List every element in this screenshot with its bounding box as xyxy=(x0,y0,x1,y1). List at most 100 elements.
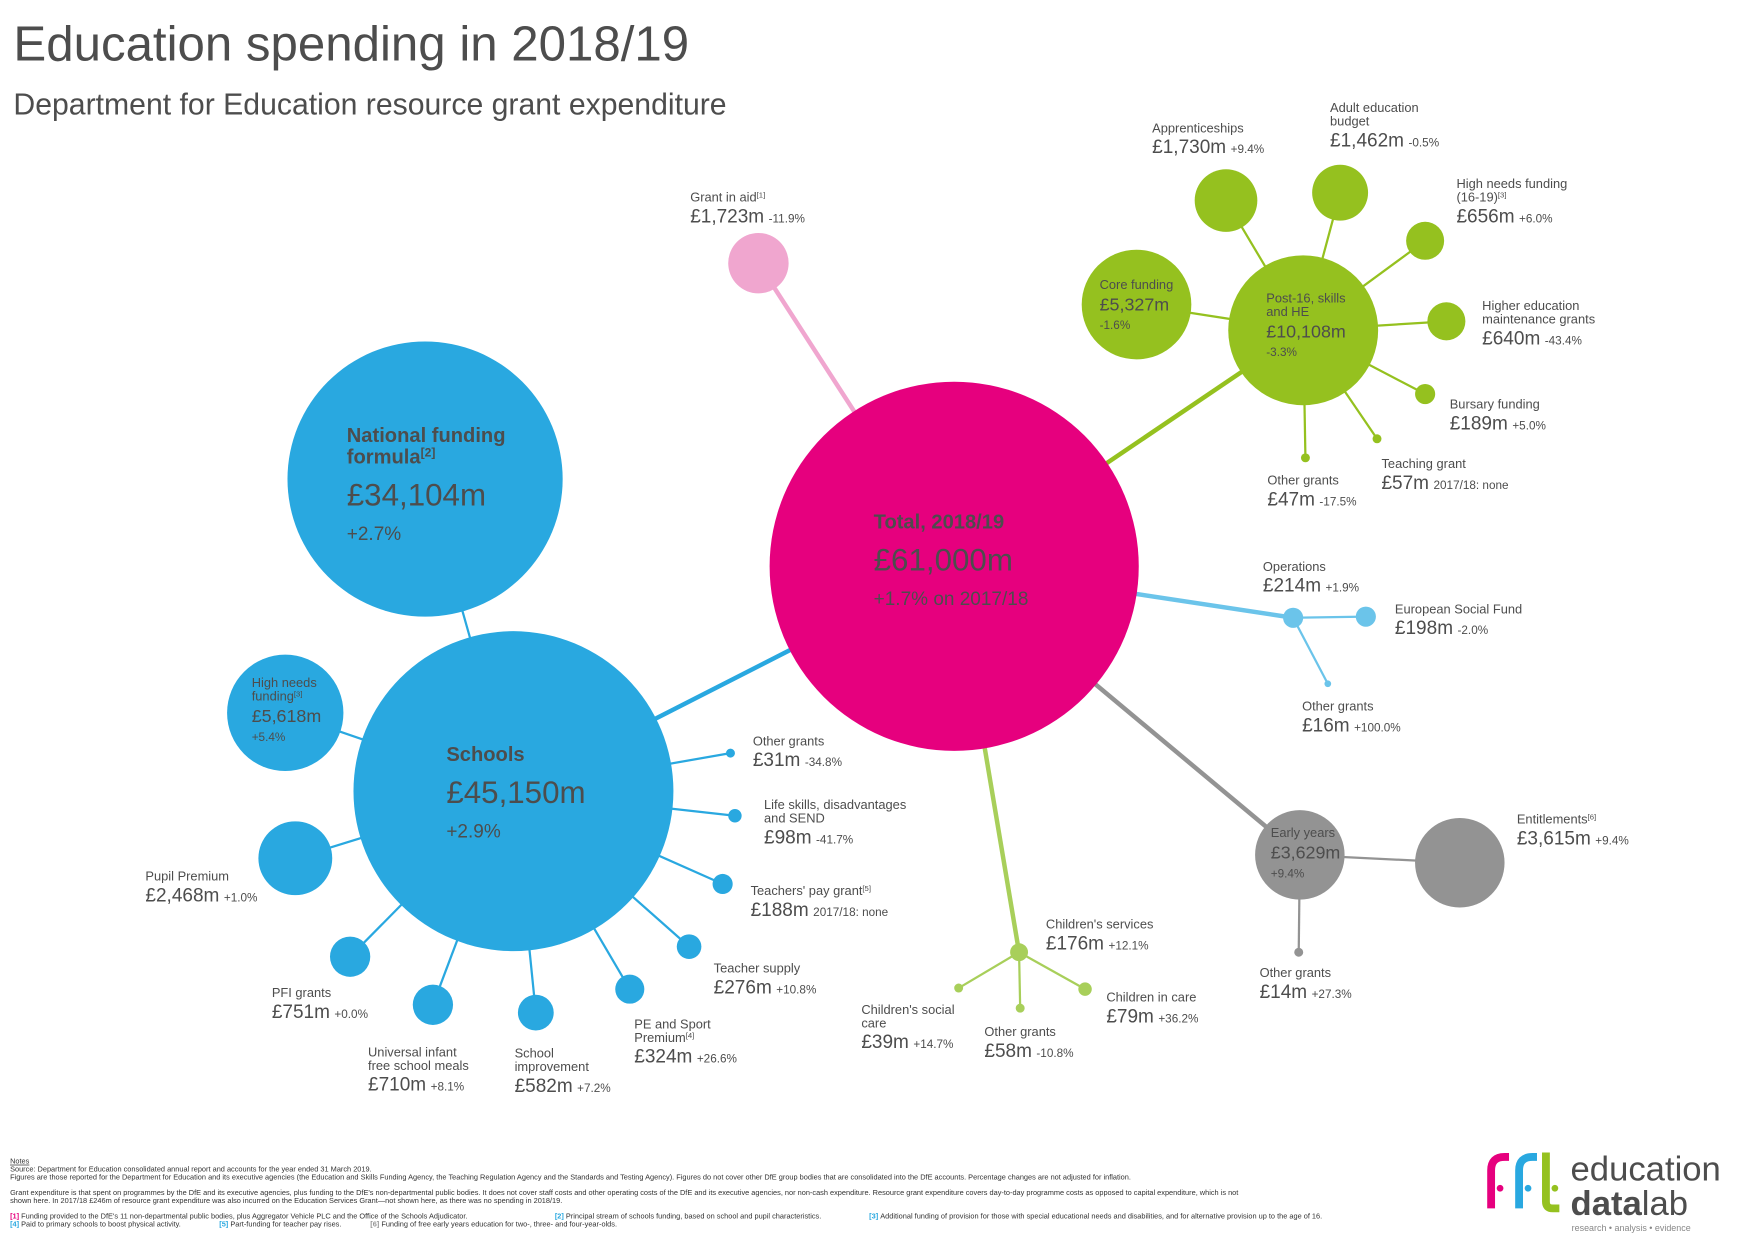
node-value: £176m +12.1% xyxy=(1046,934,1149,955)
node-value: £2,468m +1.0% xyxy=(145,886,258,907)
node-value: £276m +10.8% xyxy=(714,977,817,998)
node-name: Apprenticeships xyxy=(1152,120,1244,135)
early-years-bubble xyxy=(1255,810,1345,900)
notes-line2: Grant expenditure is that spent on progr… xyxy=(10,1188,1238,1197)
node-change: +5.0% xyxy=(1512,419,1546,432)
page-subtitle: Department for Education resource grant … xyxy=(13,88,726,121)
node-change: +9.4% xyxy=(1231,143,1265,156)
node-name: Early years xyxy=(1271,825,1335,840)
node-name: PE and Sport xyxy=(634,1016,711,1031)
node-value: £3,629m xyxy=(1271,842,1341,862)
node-value: £45,150m xyxy=(446,775,585,810)
life-skills-bubble xyxy=(728,809,742,823)
childrens-services-bubble xyxy=(1010,943,1029,962)
node-name: Bursary funding xyxy=(1450,397,1540,412)
node-change: +6.0% xyxy=(1519,213,1553,226)
footnote: [6] Funding of free early years educatio… xyxy=(370,1219,617,1228)
footnote: [5] Part-funding for teacher pay rises. xyxy=(219,1219,341,1228)
apprenticeships-label: Apprenticeships £1,730m +9.4% xyxy=(1152,120,1265,158)
esf-link xyxy=(1293,615,1366,619)
node-value: £79m +36.2% xyxy=(1106,1006,1199,1027)
node-name: Universal infant xyxy=(368,1044,457,1059)
node-change: 2017/18: none xyxy=(1434,479,1509,492)
node-change: +1.9% xyxy=(1326,582,1360,595)
cs-other-bubble xyxy=(1015,1003,1025,1013)
high-needs-1619-label: High needs funding(16-19)[3] £656m +6.0% xyxy=(1456,176,1567,227)
node-name: Adult education xyxy=(1330,100,1419,115)
ops-other-label: Other grants £16m +100.0% xyxy=(1302,699,1401,737)
node-value: £214m +1.9% xyxy=(1263,576,1360,597)
post16-other-bubble xyxy=(1300,453,1310,463)
node-value: £98m -41.7% xyxy=(764,827,854,848)
cs-other-label: Other grants £58m -10.8% xyxy=(984,1024,1074,1062)
node-change: -3.3% xyxy=(1266,346,1297,359)
node-name: Other grants xyxy=(1260,965,1331,980)
node-name: Post-16, skills xyxy=(1266,290,1345,305)
node-name-line2: improvement xyxy=(515,1059,590,1074)
nff-bubble xyxy=(287,341,563,617)
node-name: Grant in aid[1] xyxy=(690,190,765,205)
esf-label: European Social Fund £198m -2.0% xyxy=(1395,601,1522,639)
node-change: +9.4% xyxy=(1271,867,1305,880)
node-value: £198m -2.0% xyxy=(1395,618,1489,639)
pupil-premium-bubble xyxy=(258,821,333,896)
node-name: Higher education xyxy=(1482,298,1579,313)
uifsm-bubble xyxy=(412,984,454,1025)
node-name: Children in care xyxy=(1106,989,1196,1004)
notes-heading: Notes xyxy=(10,1157,30,1166)
node-change: -41.7% xyxy=(816,833,854,846)
node-name: Other grants xyxy=(1302,699,1373,714)
node-change: -34.8% xyxy=(805,756,843,769)
node-name: High needs funding xyxy=(1456,176,1567,191)
pe-sport-bubble xyxy=(615,974,645,1004)
node-name: Teacher supply xyxy=(714,960,801,975)
teacher-supply-bubble xyxy=(676,934,702,959)
logo: education datalab research • analysis • … xyxy=(1487,1150,1721,1233)
node-name-line2: and SEND xyxy=(764,811,825,826)
node-name: Teachers' pay grant[5] xyxy=(751,883,871,898)
notes: Notes Source: Department for Education c… xyxy=(10,1157,1322,1229)
node-value: £1,462m -0.5% xyxy=(1330,131,1440,152)
node-change: +100.0% xyxy=(1354,722,1401,735)
he-maintenance-bubble xyxy=(1427,302,1466,341)
teacher-supply-label: Teacher supply £276m +10.8% xyxy=(714,960,817,998)
node-value: £710m +8.1% xyxy=(368,1075,465,1096)
node-value: £5,327m xyxy=(1100,294,1170,314)
node-name: Children's social xyxy=(861,1002,954,1017)
node-value: £10,108m xyxy=(1266,321,1346,341)
node-name-line2: budget xyxy=(1330,114,1370,129)
schools-other-label: Other grants £31m -34.8% xyxy=(753,733,843,771)
node-name: Core funding xyxy=(1100,277,1174,292)
footnote: [2] Principal stream of schools funding,… xyxy=(555,1211,821,1220)
node-name: Other grants xyxy=(1267,473,1338,488)
node-change: -10.8% xyxy=(1036,1047,1074,1060)
node-change: +2.7% xyxy=(347,524,402,545)
node-change: +26.6% xyxy=(697,1053,738,1066)
node-value: £1,730m +9.4% xyxy=(1152,137,1265,158)
node-name: School xyxy=(515,1045,554,1060)
high-needs-bubble xyxy=(227,654,344,772)
cs-other-link xyxy=(1017,952,1022,1009)
pfi-bubble xyxy=(329,936,371,977)
node-name: European Social Fund xyxy=(1395,601,1522,616)
node-value: £58m -10.8% xyxy=(984,1041,1074,1062)
node-name-line2: (16-19)[3] xyxy=(1456,190,1506,205)
teaching-grant-bubble xyxy=(1372,434,1382,444)
node-value: £3,615m +9.4% xyxy=(1517,829,1630,850)
node-change: +5.4% xyxy=(252,731,286,744)
children-in-care-label: Children in care £79m +36.2% xyxy=(1106,989,1199,1027)
node-change: +9.4% xyxy=(1595,835,1629,848)
node-value: £1,723m -11.9% xyxy=(690,207,805,228)
ey-other-bubble xyxy=(1294,947,1304,957)
node-change: +2.9% xyxy=(446,821,501,842)
node-name: Other grants xyxy=(984,1024,1055,1039)
